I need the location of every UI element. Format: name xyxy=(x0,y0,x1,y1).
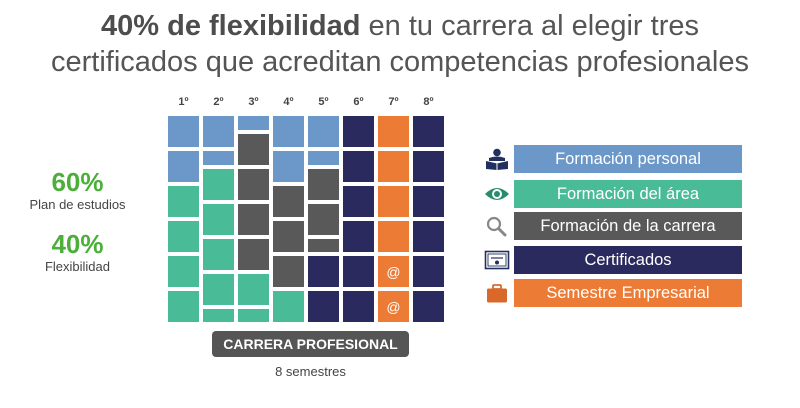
grid-row-separator xyxy=(168,252,199,256)
legend-label-personal: Formación personal xyxy=(514,145,742,173)
magnifier-icon xyxy=(486,216,507,237)
grid-row-separator xyxy=(273,217,304,221)
legend-label-empresarial: Semestre Empresarial xyxy=(514,279,742,307)
grid-row-separator xyxy=(308,287,339,291)
title-line-2: certificados que acreditan competencias … xyxy=(50,46,749,78)
legend-label-certificados: Certificados xyxy=(514,246,742,274)
certificate-icon xyxy=(484,250,510,270)
grid-cell-area xyxy=(273,291,304,322)
grid-row-separator xyxy=(203,199,234,204)
grid-row-separator xyxy=(413,287,444,291)
grid-row-separator xyxy=(238,199,269,204)
reader-icon xyxy=(486,148,508,170)
column-label-3: 3º xyxy=(248,96,259,108)
grid-row-separator xyxy=(238,164,269,169)
column-label-5: 5º xyxy=(318,96,329,108)
grid-row-separator xyxy=(413,147,444,151)
grid-cell-personal xyxy=(308,116,339,165)
grid-row-separator xyxy=(343,252,374,256)
grid-row-separator xyxy=(238,304,269,309)
grid-row-separator xyxy=(413,252,444,256)
column-label-8: 8º xyxy=(423,96,434,108)
grid-row-separator xyxy=(203,304,234,309)
grid-cell-carrera xyxy=(273,186,304,287)
legend-label-area: Formación del área xyxy=(514,180,742,208)
grid-row-separator xyxy=(343,287,374,291)
grid-row-separator xyxy=(378,287,409,291)
grid-cell-area xyxy=(203,168,234,322)
briefcase-icon xyxy=(487,284,507,303)
grid-row-separator xyxy=(308,147,339,151)
grid-row-separator xyxy=(413,217,444,221)
grid-row-separator xyxy=(168,287,199,291)
grid-row-separator xyxy=(378,217,409,221)
grid-cell-personal xyxy=(203,116,234,165)
grid-row-separator xyxy=(413,182,444,186)
grid-row-separator xyxy=(168,147,199,151)
grid-row-separator xyxy=(308,234,339,239)
title-bold: 40% de flexibilidad xyxy=(101,10,361,42)
grid-cell-personal xyxy=(238,116,269,130)
column-label-6: 6º xyxy=(353,96,364,108)
grid-row-separator xyxy=(308,199,339,204)
eye-icon xyxy=(485,188,509,200)
stat-plan: 60% Plan de estudios xyxy=(0,167,155,213)
grid-cell-carrera xyxy=(308,168,339,252)
grid-row-separator xyxy=(203,147,234,151)
grid-row-separator xyxy=(203,234,234,239)
grid-row-separator xyxy=(238,234,269,239)
grid-row-separator xyxy=(203,269,234,274)
at-marker: @ xyxy=(386,298,401,315)
legend-label-carrera: Formación de la carrera xyxy=(514,212,742,240)
at-marker: @ xyxy=(386,263,401,280)
stat-plan-label: Plan de estudios xyxy=(29,197,126,212)
stat-flex-value: 40% xyxy=(51,229,104,259)
grid-row-separator xyxy=(273,147,304,151)
stat-plan-value: 60% xyxy=(51,167,104,197)
column-label-7: 7º xyxy=(388,96,399,108)
grid-row-separator xyxy=(343,182,374,186)
stat-flex-label: Flexibilidad xyxy=(44,259,111,274)
grid-row-separator xyxy=(343,217,374,221)
grid-row-separator xyxy=(273,252,304,256)
column-label-1: 1º xyxy=(178,96,189,108)
grid-row-separator xyxy=(168,217,199,221)
title-rest: en tu carrera al elegir tres xyxy=(360,10,699,42)
grid-row-separator xyxy=(378,147,409,151)
column-label-4: 4º xyxy=(283,96,294,108)
grid-cell-area xyxy=(238,273,269,322)
career-badge: CARRERA PROFESIONAL xyxy=(212,331,409,357)
grid-row-separator xyxy=(378,182,409,186)
grid-row-separator xyxy=(343,147,374,151)
column-label-2: 2º xyxy=(213,96,224,108)
semester-grid: @ @ xyxy=(168,116,448,326)
semesters-caption: 8 semestres xyxy=(275,364,346,379)
page-title: 40% de flexibilidad en tu carrera al ele… xyxy=(0,8,800,80)
stat-flex: 40% Flexibilidad xyxy=(0,229,155,275)
